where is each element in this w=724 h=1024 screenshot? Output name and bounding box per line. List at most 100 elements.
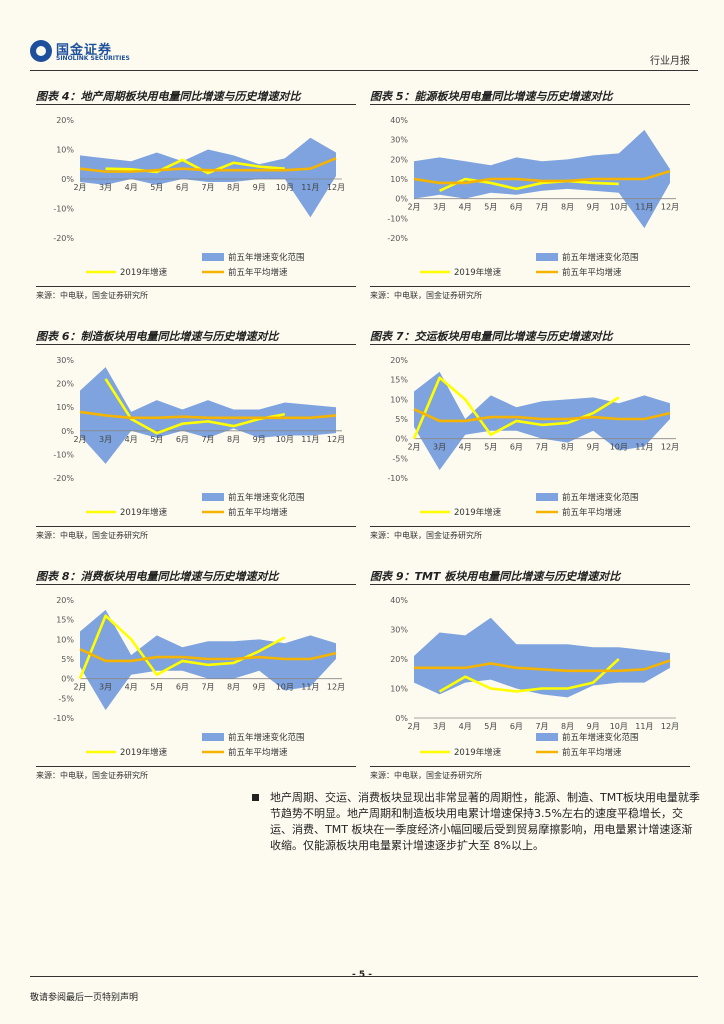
y-tick-label: -20% (53, 234, 74, 243)
x-tick-label: 8月 (227, 683, 240, 692)
x-tick-label: 6月 (176, 683, 189, 692)
legend-avg-label: 前五年平均增速 (562, 747, 622, 758)
legend-range-label: 前五年增速变化范围 (562, 252, 639, 263)
chart-source: 来源：中电联，国金证券研究所 (36, 766, 356, 781)
five-year-avg-line (79, 157, 337, 173)
y-tick-label: 30% (390, 136, 408, 145)
x-tick-label: 12月 (327, 683, 345, 692)
legend-range-label: 前五年增速变化范围 (228, 492, 305, 503)
x-tick-label: 6月 (176, 183, 189, 192)
range-area (414, 371, 670, 471)
chart-7: -10% -5% 0% 5% 10% 15% 20% 2月 3月 4月 5月 6月 7月 8月 9月 10月 1… (387, 356, 679, 518)
x-tick-label: 12月 (661, 203, 679, 212)
chart-4: -20% -10% 0% 10% 20% 2月 3月 4月 5月 6月 7月 8月 9月 10月 11月 12… (53, 116, 345, 278)
x-tick-label: 11月 (301, 183, 319, 192)
x-tick-label: 4月 (125, 183, 138, 192)
x-tick-label: 6月 (510, 443, 523, 452)
y-tick-label: 0% (395, 195, 408, 204)
current-2019-line (412, 376, 620, 440)
x-tick-label: 2月 (73, 683, 86, 692)
y-tick-label: 5% (61, 655, 74, 664)
legend-avg-label: 前五年平均增速 (228, 267, 288, 278)
legend-range-label: 前五年增速变化范围 (228, 252, 305, 263)
y-tick-label: -10% (53, 450, 74, 459)
x-tick-label: 3月 (433, 722, 446, 731)
y-tick-label: 20% (390, 356, 408, 365)
x-tick-label: 6月 (510, 203, 523, 212)
x-tick-label: 8月 (561, 203, 574, 212)
y-tick-label: -10% (53, 714, 74, 723)
y-tick-label: 0% (395, 714, 408, 723)
range-area (414, 617, 670, 698)
legend-avg-label: 前五年平均增速 (228, 747, 288, 758)
x-tick-label: 9月 (253, 183, 266, 192)
x-tick-label: 7月 (535, 722, 548, 731)
y-tick-label: 20% (56, 596, 74, 605)
y-tick-label: 5% (395, 415, 408, 424)
x-tick-label: 11月 (635, 722, 653, 731)
y-tick-label: 20% (56, 380, 74, 389)
chart-title: 图表 4：地产周期板块用电量同比增速与历史增速对比 (36, 88, 356, 105)
x-tick-label: 3月 (99, 683, 112, 692)
x-tick-label: 10月 (610, 722, 628, 731)
x-tick-label: 6月 (176, 435, 189, 444)
y-tick-label: 10% (56, 403, 74, 412)
x-tick-label: 2月 (73, 435, 86, 444)
x-tick-label: 4月 (459, 722, 472, 731)
chart-6: -20% -10% 0% 10% 20% 30% 2月 3月 4月 5月 6月 7月 8月 9月 10月 11… (53, 356, 345, 518)
chart-source: 来源：中电联，国金证券研究所 (370, 526, 690, 541)
range-area (414, 129, 670, 229)
y-tick-label: 0% (395, 435, 408, 444)
report-type: 行业月报 (650, 56, 690, 67)
y-tick-label: 20% (390, 655, 408, 664)
y-tick-label: 15% (390, 376, 408, 385)
chart-title: 图表 5：能源板块用电量同比增速与历史增速对比 (370, 88, 690, 105)
x-tick-label: 9月 (587, 203, 600, 212)
legend-range-swatch (536, 253, 558, 261)
x-tick-label: 8月 (561, 722, 574, 731)
x-tick-label: 9月 (587, 722, 600, 731)
y-tick-label: -5% (58, 694, 74, 703)
chart-title: 图表 6：制造板块用电量同比增速与历史增速对比 (36, 328, 356, 345)
x-tick-label: 12月 (327, 183, 345, 192)
x-tick-label: 5月 (484, 203, 497, 212)
chart-title: 图表 7：交运板块用电量同比增速与历史增速对比 (370, 328, 690, 345)
current-2019-line (105, 158, 285, 175)
x-tick-label: 3月 (99, 183, 112, 192)
legend-current-label: 2019年增速 (454, 507, 502, 518)
x-tick-label: 7月 (201, 683, 214, 692)
legend-avg-label: 前五年平均增速 (562, 507, 622, 518)
y-tick-label: 0% (61, 427, 74, 436)
legend-range-label: 前五年增速变化范围 (228, 732, 305, 743)
y-tick-label: -20% (53, 474, 74, 483)
legend-range-swatch (202, 493, 224, 501)
x-tick-label: 12月 (327, 435, 345, 444)
x-tick-label: 9月 (253, 683, 266, 692)
x-tick-label: 4月 (125, 683, 138, 692)
chart-8: -10% -5% 0% 5% 10% 15% 20% 2月 3月 4月 5月 6月 7月 8月 9月 10月 1… (53, 596, 345, 758)
bullet-square-icon (252, 794, 259, 801)
x-tick-label: 6月 (510, 722, 523, 731)
y-tick-label: -10% (387, 474, 408, 483)
chart-9: 0% 10% 20% 30% 40% 2月 3月 4月 5月 6月 7月 8月 9月 10月 11月 12月前… (390, 596, 679, 758)
current-2019-line (439, 177, 619, 192)
y-tick-label: 0% (61, 175, 74, 184)
x-tick-label: 2月 (407, 203, 420, 212)
x-tick-label: 8月 (227, 183, 240, 192)
chart-source: 来源：中电联，国金证券研究所 (36, 286, 356, 301)
x-tick-label: 5月 (150, 435, 163, 444)
legend-range-label: 前五年增速变化范围 (562, 492, 639, 503)
x-tick-label: 10月 (276, 435, 294, 444)
y-tick-label: -5% (392, 454, 408, 463)
y-tick-label: 20% (56, 116, 74, 125)
x-tick-label: 12月 (661, 722, 679, 731)
x-tick-label: 8月 (561, 443, 574, 452)
x-tick-label: 4月 (125, 435, 138, 444)
x-tick-label: 8月 (227, 435, 240, 444)
chart-title: 图表 9：TMT 板块用电量同比增速与历史增速对比 (370, 568, 690, 585)
x-tick-label: 2月 (73, 183, 86, 192)
current-2019-line (438, 658, 620, 693)
x-tick-label: 10月 (610, 203, 628, 212)
current-2019-line (78, 614, 286, 680)
chart-5: -20% -10% 0% 10% 20% 30% 40% 2月 3月 4月 5月 6月 7月 8月 9月 10… (387, 116, 679, 278)
